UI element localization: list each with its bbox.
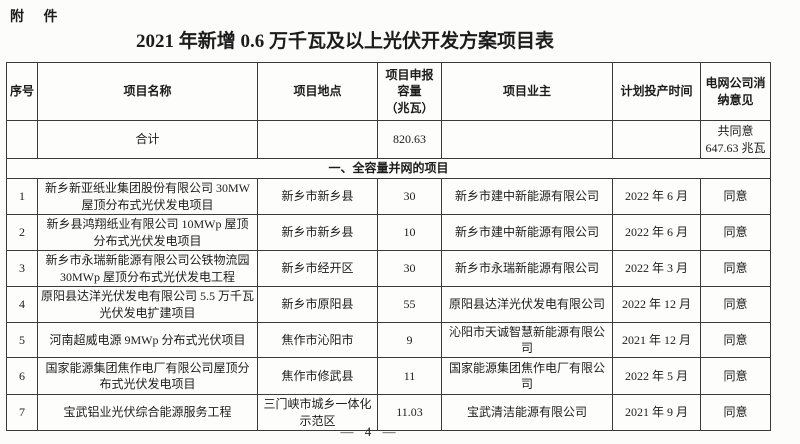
row-opinion-cell: 同意 (700, 394, 771, 431)
table-row: 1 新乡新亚纸业集团股份有限公司 30MW 屋顶分布式光伏发电项目 新乡市新乡县 30… (6, 178, 771, 215)
table-header-row: 序号 项目名称 项目地点 项目申报 容量 （兆瓦） 项目业主 计划投产时间 电网… (6, 62, 771, 121)
row-name-cell: 新乡新亚纸业集团股份有限公司 30MW 屋顶分布式光伏发电项目 (37, 178, 258, 215)
row-opinion-cell: 同意 (700, 357, 771, 396)
header-project-location: 项目地点 (257, 62, 378, 121)
row-time-cell: 2021 年 9 月 (612, 394, 701, 431)
row-name-cell: 新乡县鸿翔纸业有限公司 10MWp 屋顶分布式光伏发电项目 (37, 214, 258, 251)
row-serial-cell: 3 (6, 250, 38, 287)
row-name-cell: 新乡市永瑞新能源有限公司公铁物流园 30MWp 屋顶分布式光伏发电工程 (37, 250, 258, 287)
section-label: 一、全容量并网的项目 (6, 158, 771, 179)
row-owner-cell: 国家能源集团焦作电厂有限公司 (441, 357, 613, 396)
row-capacity-cell: 30 (377, 178, 442, 215)
header-grid-company-opinion: 电网公司消 纳意见 (700, 62, 771, 121)
header-serial-number: 序号 (6, 62, 38, 121)
row-location-cell: 焦作市沁阳市 (257, 321, 378, 359)
header-planned-operation-date: 计划投产时间 (612, 62, 701, 121)
row-time-cell: 2022 年 3 月 (612, 250, 701, 287)
row-location-cell: 新乡市经开区 (257, 250, 378, 287)
row-capacity-cell: 55 (377, 286, 442, 323)
total-capacity-cell: 820.63 (377, 120, 442, 159)
row-capacity-cell: 11.03 (377, 394, 442, 431)
row-capacity-cell: 9 (377, 321, 442, 359)
total-time-cell (612, 120, 701, 159)
row-opinion-cell: 同意 (700, 321, 771, 359)
row-serial-cell: 7 (6, 394, 38, 431)
table-row: 5 河南超威电源 9MWp 分布式光伏项目 焦作市沁阳市 9 沁阳市天诚智慧新能源有限公… (6, 321, 771, 359)
header-declared-capacity: 项目申报 容量 （兆瓦） (377, 62, 442, 121)
total-location-cell (257, 120, 378, 159)
row-capacity-cell: 10 (377, 214, 442, 251)
row-name-cell: 河南超威电源 9MWp 分布式光伏项目 (37, 321, 258, 359)
row-serial-cell: 5 (6, 321, 38, 359)
row-owner-cell: 新乡市建中新能源有限公司 (441, 214, 613, 251)
row-opinion-cell: 同意 (700, 214, 771, 251)
table-row: 4 原阳县达洋光伏发电有限公司 5.5 万千瓦光伏发电扩建项目 新乡市原阳县 55 原阳… (6, 286, 771, 323)
section-row: 一、全容量并网的项目 (6, 158, 771, 179)
table-row: 2 新乡县鸿翔纸业有限公司 10MWp 屋顶分布式光伏发电项目 新乡市新乡县 10 新乡… (6, 214, 771, 251)
header-project-owner: 项目业主 (441, 62, 613, 121)
row-time-cell: 2022 年 6 月 (612, 214, 701, 251)
row-time-cell: 2022 年 12 月 (612, 286, 701, 323)
row-owner-cell: 宝武清洁能源有限公司 (441, 394, 613, 431)
attachment-label: 附 件 (10, 10, 66, 25)
total-serial-cell (6, 120, 38, 159)
row-capacity-cell: 30 (377, 250, 442, 287)
row-serial-cell: 1 (6, 178, 38, 215)
page-title: 2021 年新增 0.6 万千瓦及以上光伏开发方案项目表 (135, 31, 554, 52)
row-owner-cell: 原阳县达洋光伏发电有限公司 (441, 286, 613, 323)
table-row: 7 宝武铝业光伏综合能源服务工程 三门峡市城乡一体化示范区 11.03 宝武清洁能源有限… (6, 394, 771, 431)
row-opinion-cell: 同意 (700, 286, 771, 323)
header-project-name: 项目名称 (37, 62, 258, 121)
row-time-cell: 2022 年 6 月 (612, 178, 701, 215)
row-name-cell: 原阳县达洋光伏发电有限公司 5.5 万千瓦光伏发电扩建项目 (37, 286, 258, 323)
row-serial-cell: 4 (6, 286, 38, 323)
row-serial-cell: 6 (6, 357, 38, 396)
row-owner-cell: 新乡市建中新能源有限公司 (441, 178, 613, 215)
row-serial-cell: 2 (6, 214, 38, 251)
total-row: 合计 820.63 共同意 647.63 兆瓦 (6, 120, 771, 159)
total-owner-cell (441, 120, 613, 159)
row-owner-cell: 沁阳市天诚智慧新能源有限公司 (441, 321, 613, 359)
table-row: 6 国家能源集团焦作电厂有限公司屋顶分布式光伏发电项目 焦作市修武县 11 国家能源集团… (6, 357, 771, 396)
row-location-cell: 焦作市修武县 (257, 357, 378, 396)
total-opinion-cell: 共同意 647.63 兆瓦 (700, 120, 771, 159)
row-opinion-cell: 同意 (700, 250, 771, 287)
row-location-cell: 新乡市新乡县 (257, 214, 378, 251)
project-rows-body: 1 新乡新亚纸业集团股份有限公司 30MW 屋顶分布式光伏发电项目 新乡市新乡县 30… (6, 178, 771, 431)
page-number: — 4 — (340, 424, 400, 439)
row-name-cell: 国家能源集团焦作电厂有限公司屋顶分布式光伏发电项目 (37, 357, 258, 396)
table-row: 3 新乡市永瑞新能源有限公司公铁物流园 30MWp 屋顶分布式光伏发电工程 新乡市经… (6, 250, 771, 287)
row-time-cell: 2022 年 5 月 (612, 357, 701, 396)
total-label-cell: 合计 (37, 120, 258, 159)
row-opinion-cell: 同意 (700, 178, 771, 215)
projects-table: 序号 项目名称 项目地点 项目申报 容量 （兆瓦） 项目业主 计划投产时间 电网… (6, 62, 771, 431)
row-capacity-cell: 11 (377, 357, 442, 396)
row-location-cell: 新乡市原阳县 (257, 286, 378, 323)
row-location-cell: 新乡市新乡县 (257, 178, 378, 215)
row-time-cell: 2021 年 12 月 (612, 321, 701, 359)
row-owner-cell: 新乡市永瑞新能源有限公司 (441, 250, 613, 287)
